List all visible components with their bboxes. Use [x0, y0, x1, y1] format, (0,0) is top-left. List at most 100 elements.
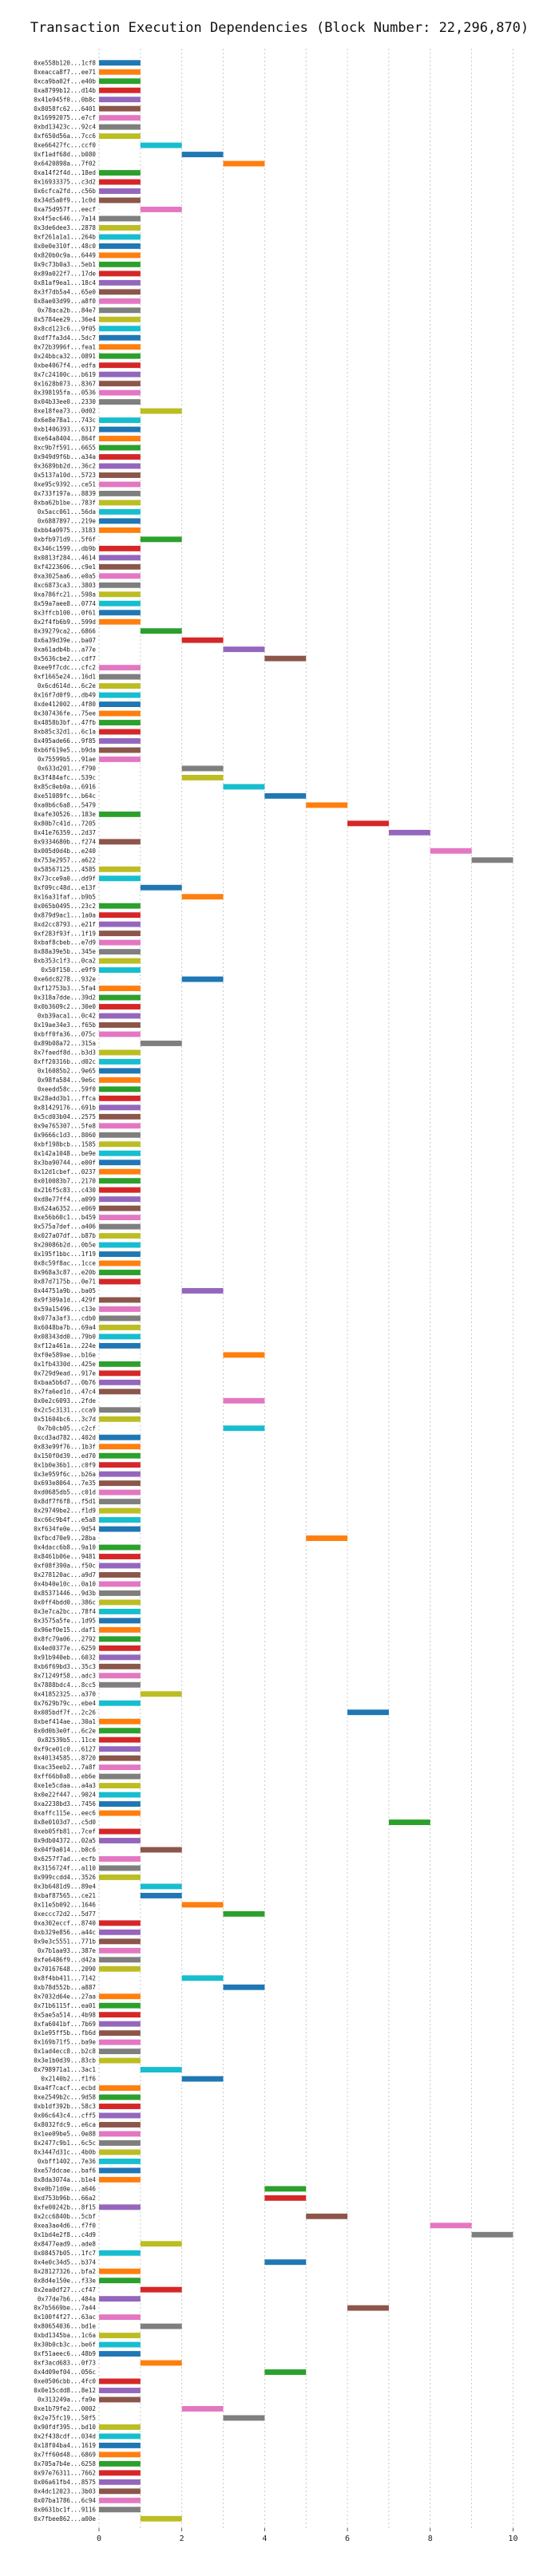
x-tick-label: 8	[428, 2535, 433, 2543]
transaction-bar	[99, 179, 141, 185]
transaction-bar	[99, 720, 141, 725]
transaction-bar	[99, 1113, 141, 1120]
y-tick-label: 0xdf7fa3d4...5dc7	[34, 334, 96, 342]
y-tick-label: 0x9e3c5551...771b	[34, 1938, 96, 1945]
transaction-bar	[181, 152, 224, 158]
y-tick-label: 0x16085b2...9e65	[38, 1068, 96, 1075]
transaction-bar	[99, 939, 141, 946]
transaction-bar	[140, 1691, 182, 1697]
y-tick-label: 0xbb4a0975...3183	[34, 527, 96, 534]
y-tick-label: 0x88a39e5b...345e	[34, 948, 96, 955]
y-tick-label: 0x7b5669be...7a44	[34, 2305, 96, 2312]
y-tick-label: 0x729d9ead...917e	[34, 1369, 96, 1377]
transaction-bar	[99, 1452, 141, 1459]
y-tick-label: 0xeccc72d2...5d77	[34, 1910, 96, 1918]
y-tick-label: 0x28add3b1...ffca	[34, 1095, 96, 1102]
y-tick-label: 0x6420898a...7f02	[34, 160, 96, 168]
transaction-bar	[99, 170, 141, 176]
y-tick-label: 0x5137a10d...5723	[34, 472, 96, 479]
y-tick-label: 0x4858b3bf...47fb	[34, 719, 96, 726]
y-tick-label: 0x6257f7ad...ecfb	[34, 1855, 96, 1863]
y-tick-label: 0x2c5c3131...cca9	[34, 1406, 96, 1413]
y-tick-label: 0x968a3c87...e20b	[34, 1269, 96, 1276]
transaction-bar	[99, 994, 141, 1001]
transaction-bar	[99, 1773, 141, 1780]
transaction-bar	[99, 1736, 141, 1743]
y-tick-label: 0xf9ce01c0...6127	[34, 1745, 96, 1752]
transaction-bar	[99, 508, 141, 515]
y-tick-label: 0x005d0d4b...e240	[34, 847, 96, 855]
transaction-bar	[99, 197, 141, 203]
transaction-bar	[99, 1590, 141, 1596]
y-tick-label: 0x6048ba7b...69a4	[34, 1324, 96, 1331]
transaction-bar	[99, 381, 141, 387]
y-tick-label: 0xe64a8404...864f	[34, 435, 96, 442]
y-tick-label: 0x8461b06e...9481	[34, 1553, 96, 1560]
y-tick-label: 0x7b1aa93...387e	[38, 1947, 97, 1954]
transaction-bar	[99, 124, 141, 130]
y-tick-label: 0x999ccdd4...3526	[34, 1874, 96, 1881]
y-tick-label: 0x24bbca32...0891	[34, 353, 96, 360]
transaction-bar	[99, 188, 141, 194]
transaction-bar	[99, 692, 141, 698]
y-tick-label: 0xf261a1a1...264b	[34, 234, 96, 241]
y-tick-label: 0x85c0eb0a...6916	[34, 784, 96, 791]
y-tick-label: 0xb1df392b...58c3	[34, 2103, 96, 2110]
transaction-bar	[99, 436, 141, 442]
transaction-bar	[99, 2460, 141, 2467]
transaction-bar	[223, 1352, 265, 1358]
transaction-bar	[99, 2049, 141, 2055]
y-tick-label: 0x81429176...691b	[34, 1104, 96, 1111]
y-tick-label: 0xbd1345ba...1c6a	[34, 2332, 96, 2339]
transaction-bar	[99, 2167, 141, 2174]
transaction-bar	[99, 1865, 141, 1871]
y-tick-label: 0x6cd614d...6c2e	[38, 682, 97, 689]
y-tick-label: 0x58567125...4585	[34, 866, 96, 873]
transaction-bar	[140, 1892, 182, 1898]
transaction-bar	[223, 784, 265, 790]
transaction-bar	[99, 1068, 141, 1074]
y-tick-label: 0x3f7db5a4...65e0	[34, 288, 96, 295]
transaction-bar	[99, 1270, 141, 1275]
transaction-bar	[99, 326, 141, 332]
y-tick-label: 0xee9f7cdc...cfc2	[34, 664, 96, 671]
y-tick-label: 0x8058fc62...6401	[34, 105, 96, 113]
transaction-bar	[181, 774, 224, 780]
transaction-bar	[99, 271, 141, 277]
y-tick-label: 0xac35eeb2...7a8f	[34, 1764, 96, 1771]
transaction-bar	[99, 600, 141, 606]
y-tick-label: 0xeb05fb81...7cef	[34, 1828, 96, 1835]
transaction-bar	[99, 1581, 141, 1587]
transaction-bar	[99, 1178, 141, 1184]
transaction-bar	[99, 866, 141, 872]
transaction-bar	[99, 224, 141, 231]
y-tick-label: 0x3e7ca2bc...78f4	[34, 1608, 96, 1615]
y-tick-label: 0xf12a461a...224e	[34, 1342, 96, 1349]
transaction-bar	[99, 2296, 141, 2302]
transaction-bar	[99, 921, 141, 927]
transaction-bar	[99, 1361, 141, 1367]
transaction-bar	[99, 1407, 141, 1413]
y-tick-label: 0x75599b5...91ae	[38, 756, 97, 763]
y-tick-label: 0x5cd03b04...2575	[34, 1113, 96, 1120]
transaction-bar	[99, 1993, 141, 2000]
transaction-bar	[99, 115, 141, 121]
y-tick-label: 0x949d9f6b...a34a	[34, 453, 96, 460]
transaction-bar	[99, 1049, 141, 1056]
y-tick-label: 0xf4223606...c9e1	[34, 563, 96, 571]
y-tick-label: 0x80654036...bd1e	[34, 2323, 96, 2330]
transaction-bar	[140, 2323, 182, 2329]
y-tick-label: 0x90fdf395...bd10	[34, 2424, 96, 2431]
y-tick-label: 0x87d7175b...0e71	[34, 1278, 96, 1286]
transaction-bar	[99, 1957, 141, 1963]
y-tick-label: 0x12d1cbef...0237	[34, 1168, 96, 1175]
transaction-bar	[140, 1883, 182, 1890]
y-tick-label: 0x1e95ff5b...fb6d	[34, 2029, 96, 2037]
bars	[99, 60, 513, 2522]
transaction-bar	[99, 2424, 141, 2430]
y-tick-label: 0xe51089fc...b64c	[34, 792, 96, 800]
transaction-bar	[264, 2259, 307, 2266]
y-tick-label: 0xe18fea73...0d02	[34, 408, 96, 415]
y-tick-label: 0x4f5ec646...7a14	[34, 215, 96, 223]
transaction-bar	[99, 610, 141, 616]
